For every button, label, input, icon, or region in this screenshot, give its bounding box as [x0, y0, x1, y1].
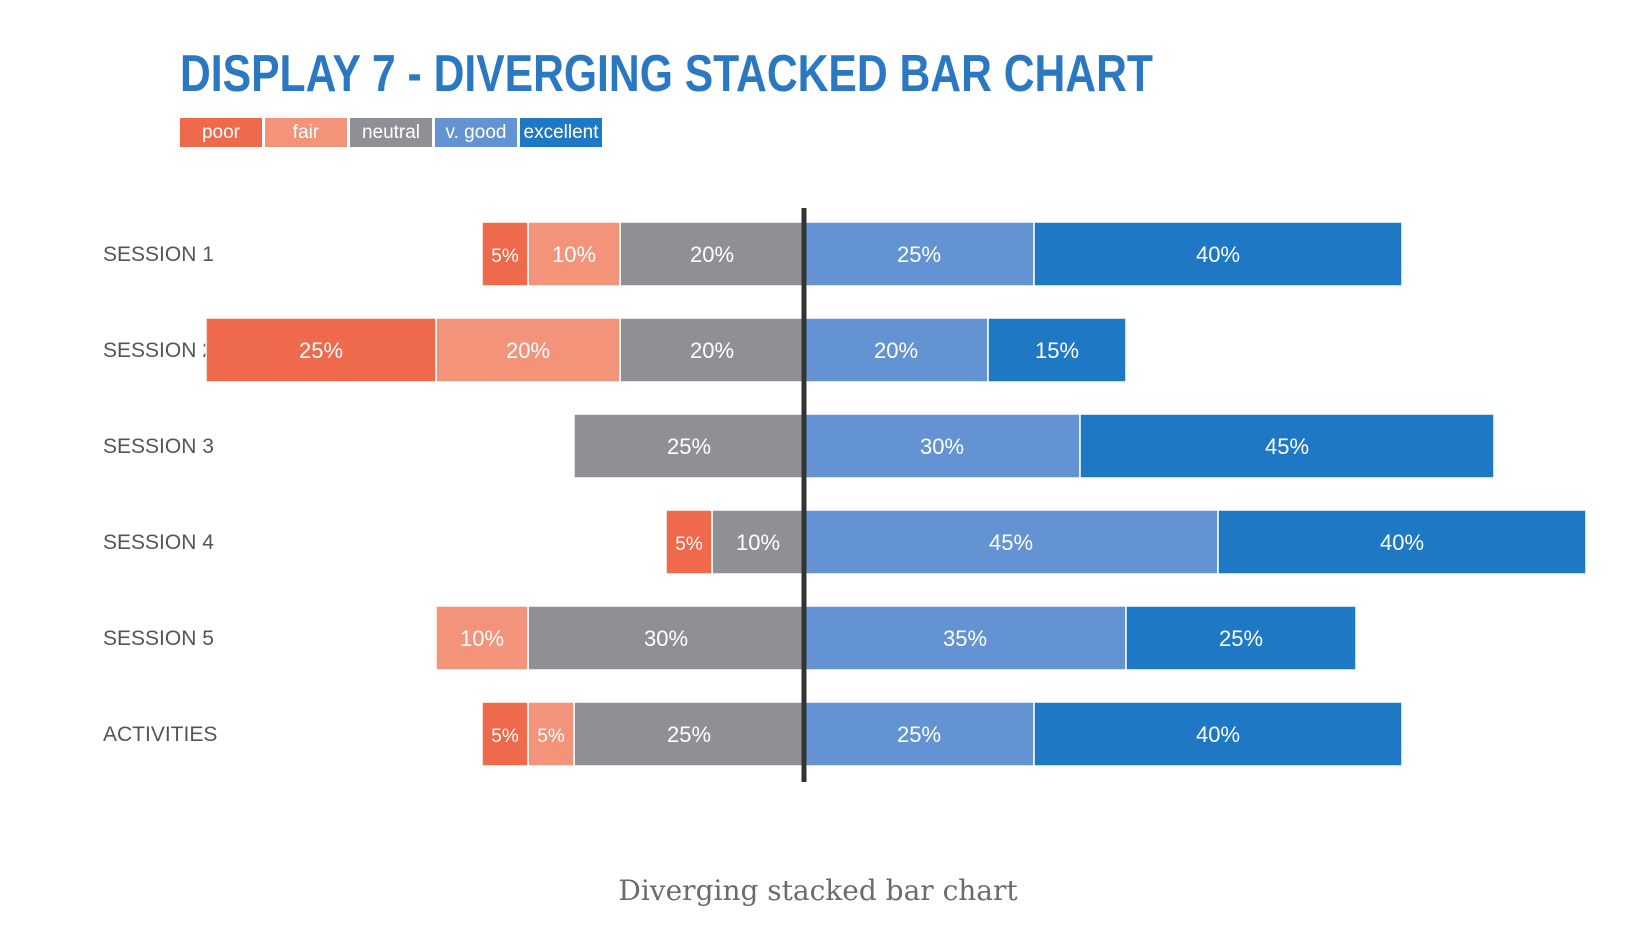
bar-segment-neutral: [573, 413, 805, 479]
chart-title: DISPLAY 7 - DIVERGING STACKED BAR CHART: [180, 45, 1153, 103]
category-label: SESSION 1: [103, 243, 214, 266]
legend-item-excellent: excellent: [520, 118, 602, 147]
bar-segment-v-good: [803, 221, 1035, 287]
data-label-excellent: 15%: [1035, 338, 1079, 363]
legend-item-fair: fair: [265, 118, 347, 147]
category-label: SESSION 5: [103, 627, 214, 650]
bar-segment-fair: [435, 317, 621, 383]
data-label-poor: 5%: [675, 534, 703, 555]
bar-segment-poor: [481, 221, 529, 287]
bar-segment-excellent: [1079, 413, 1495, 479]
data-label-poor: 5%: [491, 246, 519, 267]
bar-segment-neutral: [711, 509, 805, 575]
data-label-v-good: 45%: [989, 530, 1033, 555]
bar-segment-v-good: [803, 413, 1081, 479]
legend-item-poor: poor: [180, 118, 262, 147]
data-label-poor: 5%: [491, 726, 519, 747]
data-label-poor: 25%: [299, 338, 343, 363]
data-label-fair: 5%: [537, 726, 565, 747]
bar-segment-neutral: [573, 701, 805, 767]
bar-segment-neutral: [619, 317, 805, 383]
bar-segment-fair: [435, 605, 529, 671]
bar-segment-excellent: [1217, 509, 1587, 575]
data-label-v-good: 20%: [874, 338, 918, 363]
data-label-v-good: 30%: [920, 434, 964, 459]
bar-segment-excellent: [1033, 221, 1403, 287]
figure-caption: Diverging stacked bar chart: [618, 874, 1018, 907]
data-label-neutral: 25%: [667, 434, 711, 459]
data-label-neutral: 20%: [690, 338, 734, 363]
data-label-neutral: 30%: [644, 626, 688, 651]
data-label-neutral: 20%: [690, 242, 734, 267]
category-label: ACTIVITIES: [103, 723, 217, 746]
data-label-neutral: 25%: [667, 722, 711, 747]
chart-plot-area: SESSION 1 20% 10% 5% 25% 40% SESSION 2 20% 20% 25…: [103, 208, 1587, 782]
bar-segment-excellent: [1033, 701, 1403, 767]
bar-segment-fair: [527, 701, 575, 767]
category-label: SESSION 2: [103, 339, 214, 362]
data-label-v-good: 25%: [897, 722, 941, 747]
category-label: SESSION 3: [103, 435, 214, 458]
legend: poor fair neutral v. good excellent: [180, 118, 602, 147]
data-label-v-good: 25%: [897, 242, 941, 267]
bar-segment-poor: [481, 701, 529, 767]
data-label-excellent: 25%: [1219, 626, 1263, 651]
data-label-fair: 20%: [506, 338, 550, 363]
data-label-excellent: 40%: [1196, 242, 1240, 267]
category-label: SESSION 4: [103, 531, 214, 554]
data-label-neutral: 10%: [736, 530, 780, 555]
legend-item-v-good: v. good: [435, 118, 517, 147]
data-label-fair: 10%: [460, 626, 504, 651]
data-label-v-good: 35%: [943, 626, 987, 651]
data-label-excellent: 40%: [1380, 530, 1424, 555]
bar-segment-excellent: [1125, 605, 1357, 671]
bar-segment-poor: [665, 509, 713, 575]
legend-item-neutral: neutral: [350, 118, 432, 147]
bar-segment-poor: [205, 317, 437, 383]
bar-segment-neutral: [619, 221, 805, 287]
bar-segment-excellent: [987, 317, 1127, 383]
data-label-excellent: 45%: [1265, 434, 1309, 459]
bar-segment-fair: [527, 221, 621, 287]
data-label-excellent: 40%: [1196, 722, 1240, 747]
data-label-fair: 10%: [552, 242, 596, 267]
